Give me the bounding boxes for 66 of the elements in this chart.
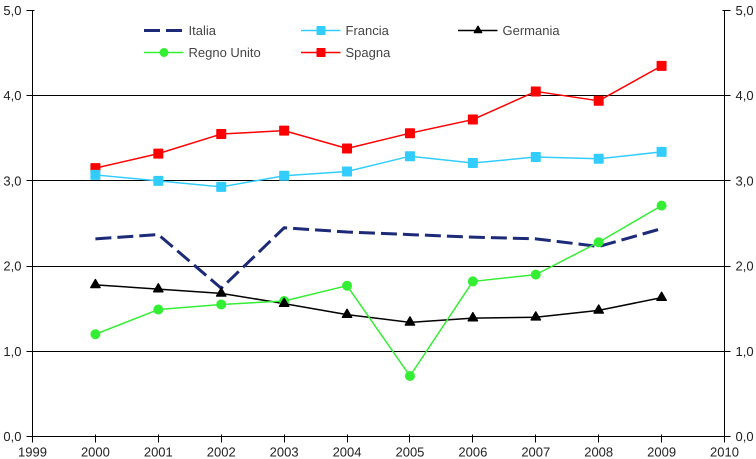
x-tick-label: 2004: [332, 444, 362, 459]
y-tick-label: 4,0: [3, 88, 22, 104]
point: [404, 151, 415, 162]
point: [467, 312, 478, 322]
point: [342, 308, 353, 318]
point: [153, 304, 164, 315]
point: [594, 154, 604, 164]
point: [656, 200, 667, 211]
point: [342, 280, 352, 291]
point: [342, 144, 352, 154]
x-tick-label: 2006: [458, 444, 488, 459]
point: [594, 96, 604, 106]
x-tick-label: 2010: [710, 444, 739, 459]
x-tick-label: 2008: [584, 444, 614, 459]
y2-tick-label: 0,0: [736, 429, 754, 444]
y2-tick-label: 4,0: [736, 88, 754, 104]
point: [404, 128, 415, 138]
legend-label: Italia: [188, 22, 217, 38]
legend-label: Spagna: [346, 44, 392, 60]
y2-tick-label: 3,0: [736, 173, 754, 188]
x-tick-label: 2000: [80, 444, 110, 459]
point: [90, 170, 100, 180]
x-tick-label: 2009: [647, 444, 676, 459]
y-tick-label: 1,0: [3, 344, 22, 359]
x-tick-label: 1999: [18, 444, 47, 459]
point: [216, 182, 226, 192]
point: [152, 282, 164, 292]
y-tick-label: 2,0: [3, 258, 22, 274]
y-tick-label: 5,0: [3, 3, 22, 18]
y2-tick-label: 5,0: [736, 3, 754, 18]
point: [530, 86, 541, 96]
y-tick-label: 0,0: [3, 429, 22, 444]
x-tick-label: 2001: [144, 444, 173, 459]
point: [153, 176, 164, 186]
y-tick-label: 3,0: [3, 173, 22, 188]
point: [656, 146, 667, 157]
point: [216, 287, 227, 297]
legend-label: Francia: [346, 22, 390, 38]
point: [656, 291, 668, 302]
point: [216, 129, 226, 140]
point: [342, 166, 352, 177]
point: [468, 158, 478, 168]
point: [404, 316, 416, 326]
y2-tick-label: 1,0: [736, 344, 754, 359]
x-tick-label: 2003: [270, 444, 299, 459]
x-tick-label: 2002: [206, 444, 236, 459]
point: [593, 304, 604, 314]
point: [90, 329, 100, 340]
point: [594, 237, 604, 248]
point: [153, 148, 164, 159]
point: [404, 371, 415, 381]
point: [216, 299, 226, 310]
legend-label: Germania: [502, 22, 561, 38]
point: [468, 276, 478, 286]
legend-label: Regno Unito: [188, 44, 262, 60]
x-tick-label: 2007: [521, 444, 550, 459]
point: [279, 170, 290, 181]
point: [468, 114, 478, 125]
point: [530, 152, 541, 162]
point: [530, 270, 541, 280]
x-tick-label: 2005: [395, 444, 424, 459]
y2-tick-label: 2,0: [736, 258, 754, 274]
point: [90, 278, 101, 288]
point: [530, 310, 542, 321]
point: [279, 126, 290, 136]
point: [656, 60, 667, 71]
